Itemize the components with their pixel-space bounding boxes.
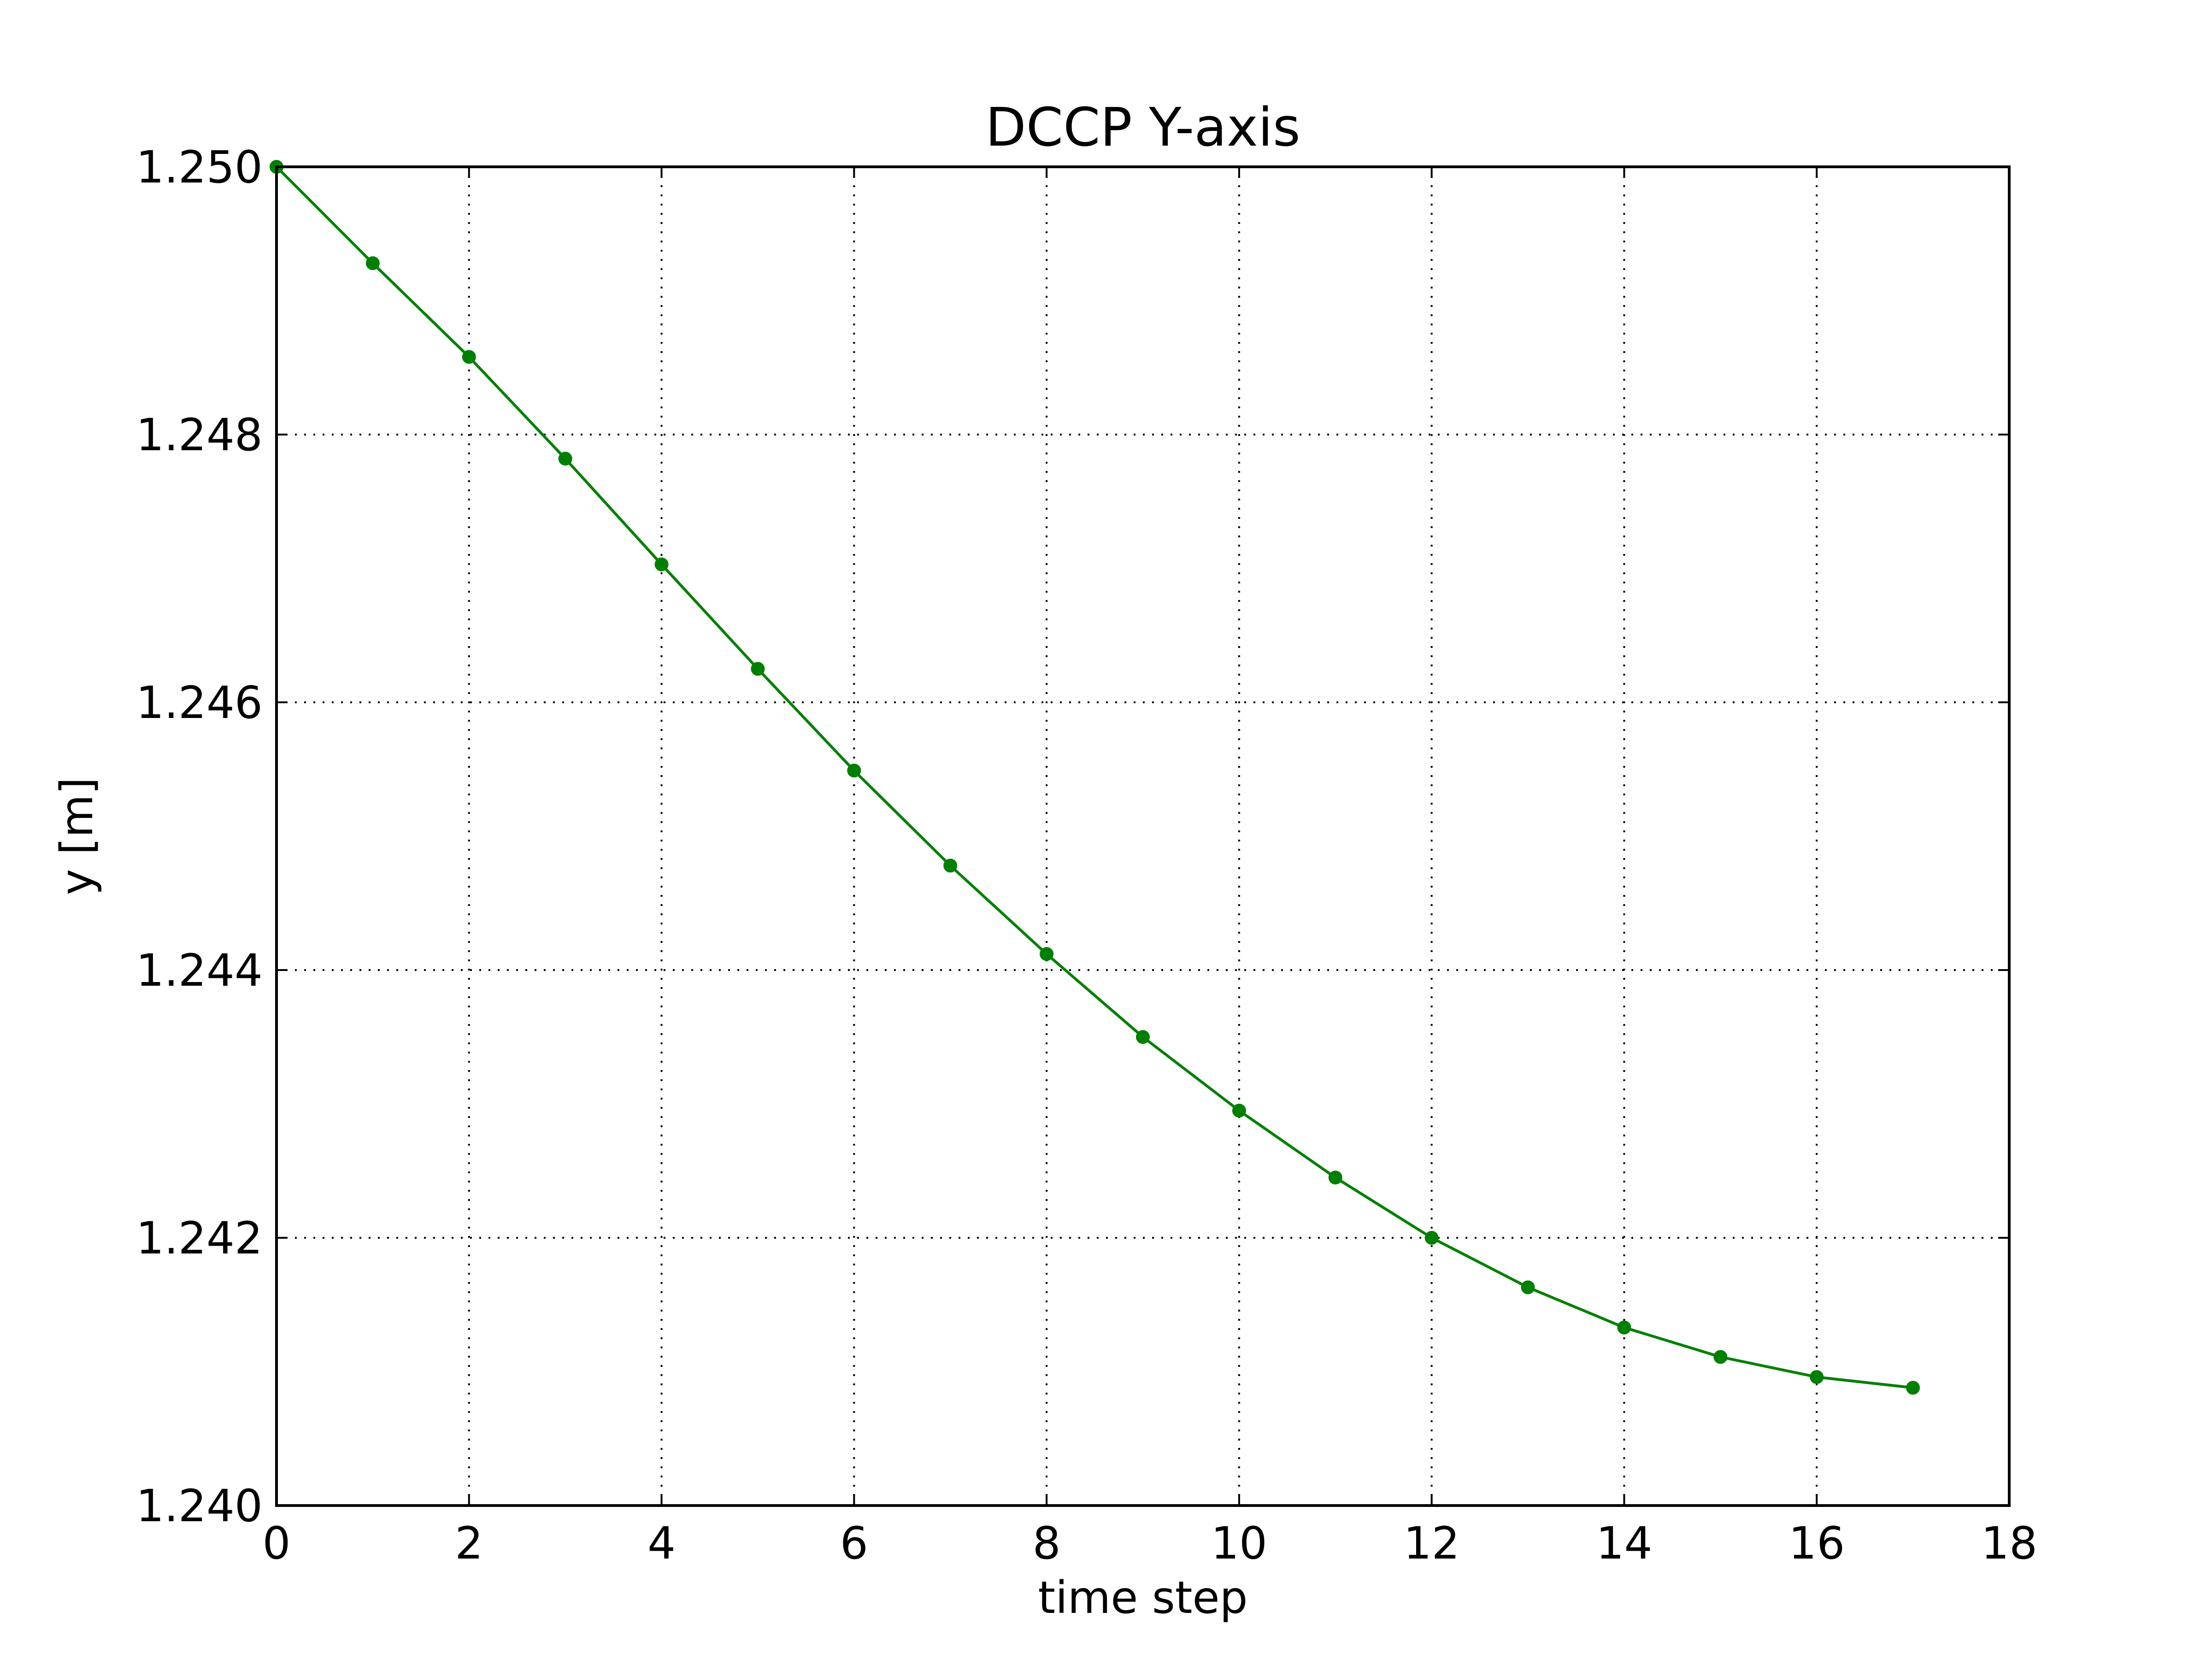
x-tick-label: 2 [455, 1518, 483, 1569]
x-tick-label: 0 [262, 1518, 290, 1569]
y-tick-label: 1.250 [136, 141, 263, 193]
x-tick-label: 14 [1596, 1518, 1652, 1569]
x-tick-label: 6 [840, 1518, 868, 1569]
x-tick-label: 12 [1404, 1518, 1460, 1569]
data-point [1232, 1104, 1246, 1118]
plot-frame [275, 165, 2011, 1507]
data-point [1521, 1280, 1535, 1294]
data-point [1810, 1370, 1824, 1384]
data-point [462, 350, 476, 364]
data-point [1040, 947, 1054, 961]
x-tick-label: 8 [1033, 1518, 1061, 1569]
data-point [1713, 1350, 1728, 1364]
x-axis-title: time step [1038, 1572, 1247, 1624]
y-tick-label: 1.244 [136, 945, 263, 996]
x-tick-label: 16 [1788, 1518, 1845, 1569]
series-line [275, 165, 1913, 1389]
data-point [1136, 1030, 1150, 1044]
series-layer [270, 160, 1920, 1395]
x-tick-label: 10 [1211, 1518, 1267, 1569]
axis-ticks [276, 166, 2010, 1506]
data-point [1617, 1320, 1631, 1335]
x-tick-label: 4 [647, 1518, 676, 1569]
data-point [365, 256, 380, 271]
y-tick-label: 1.242 [136, 1212, 263, 1264]
y-axis-title: y [m] [51, 777, 103, 895]
y-tick-label: 1.248 [136, 409, 263, 461]
data-point [654, 557, 669, 571]
data-point [751, 662, 765, 676]
data-point [1328, 1171, 1342, 1185]
y-tick-label: 1.246 [136, 677, 263, 729]
data-point [943, 859, 958, 873]
chart-title: DCCP Y-axis [985, 97, 1300, 159]
y-tick-labels: 1.240 1.242 1.244 1.246 1.248 1.250 [136, 141, 263, 1532]
x-tick-labels: 0 2 4 6 8 10 12 14 16 18 [262, 1518, 2037, 1569]
data-point [1906, 1381, 1920, 1395]
data-point [847, 764, 861, 778]
data-point [1424, 1231, 1439, 1245]
grid-lines [276, 167, 2009, 1506]
data-point [558, 452, 572, 466]
x-tick-label: 18 [1981, 1518, 2037, 1569]
y-tick-label: 1.240 [136, 1480, 263, 1532]
